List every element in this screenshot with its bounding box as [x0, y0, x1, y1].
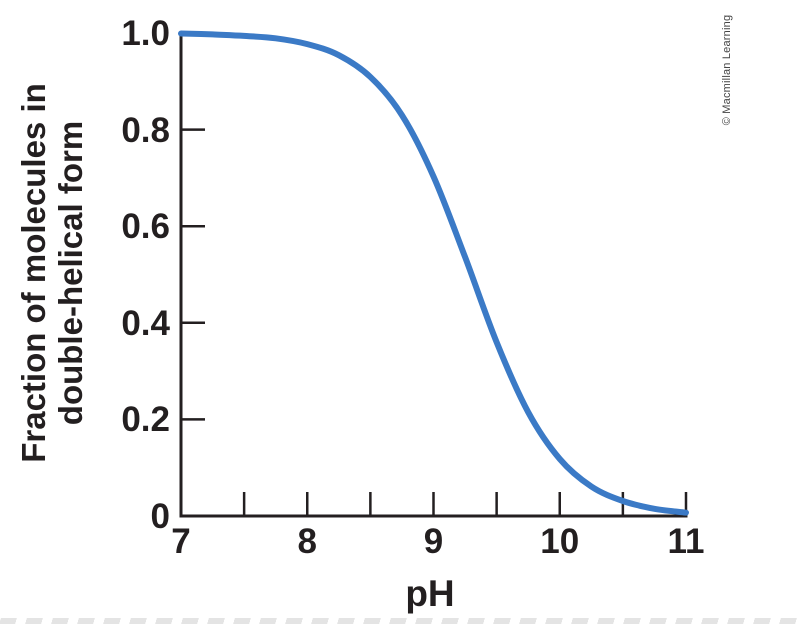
y-tick-label: 1.0 [121, 14, 170, 53]
bottom-dashed-border [0, 618, 804, 624]
x-tick-label: 11 [667, 522, 705, 561]
y-tick-label: 0 [150, 497, 170, 536]
helix-fraction-curve [178, 30, 689, 516]
x-axis-label: pH [405, 573, 455, 614]
x-tick-label: 10 [540, 522, 580, 561]
y-tick-label: 0.2 [121, 400, 170, 440]
y-tick-label: 0.6 [121, 207, 170, 247]
x-tick-label: 7 [171, 522, 191, 561]
tick-marks [181, 31, 688, 516]
x-tick-label: 8 [297, 522, 317, 561]
macmillan-credit: © Macmillan Learning [721, 14, 733, 126]
axis-lines [179, 31, 688, 518]
y-tick-label: 0.4 [121, 303, 170, 343]
y-tick-label: 0.8 [121, 110, 170, 150]
x-tick-label: 9 [423, 522, 444, 561]
